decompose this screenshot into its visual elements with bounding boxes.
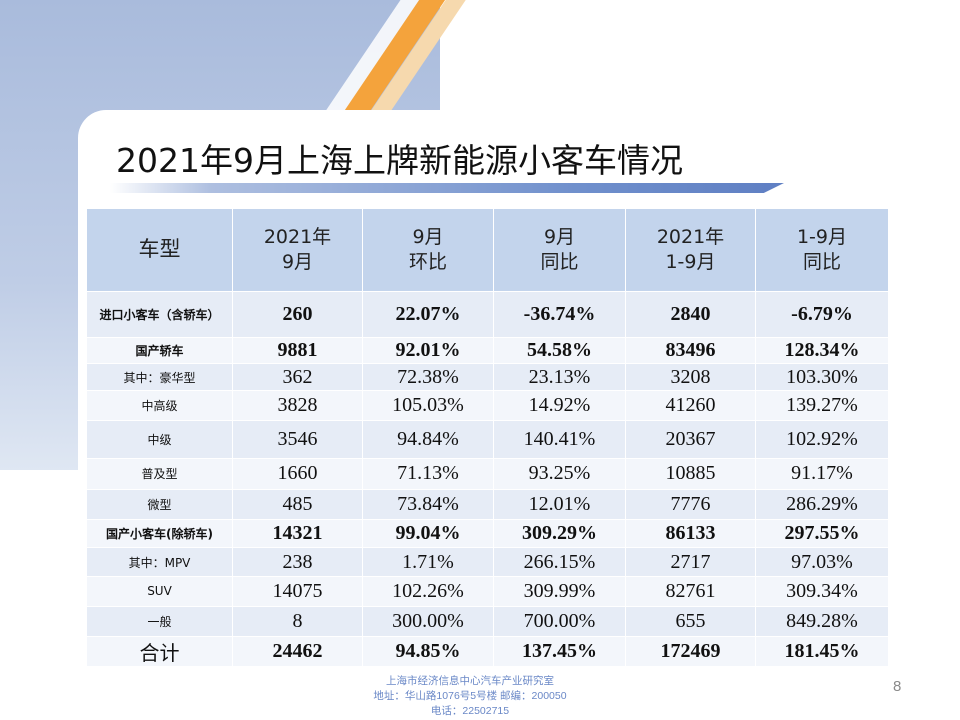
cell-value: 14075 — [232, 575, 363, 608]
cell-value: 83496 — [625, 336, 756, 364]
row-label: 国产轿车 — [86, 336, 233, 364]
header-2021-sep: 2021年 9月 — [232, 208, 363, 292]
cell-value: 12.01% — [493, 488, 626, 520]
cell-value: 139.27% — [755, 390, 889, 421]
cell-value: 3546 — [232, 419, 363, 460]
cell-value: 1.71% — [362, 547, 494, 577]
cell-value: 181.45% — [755, 635, 889, 667]
table-row: 中级 3546 94.84% 140.41% 20367 102.92% — [86, 419, 889, 460]
table-row: 普及型 1660 71.13% 93.25% 10885 91.17% — [86, 458, 889, 490]
cell-value: 94.84% — [362, 419, 494, 460]
cell-value: 7776 — [625, 488, 756, 520]
header-vehicle-type: 车型 — [86, 208, 233, 292]
cell-value: 24462 — [232, 635, 363, 667]
cell-value: 105.03% — [362, 390, 494, 421]
cell-value: 172469 — [625, 635, 756, 667]
row-label: SUV — [86, 575, 233, 608]
cell-value: 73.84% — [362, 488, 494, 520]
footer-address: 地址：华山路1076号5号楼 邮编：200050 — [373, 690, 567, 702]
row-label: 普及型 — [86, 458, 233, 490]
slide-title: 2021年9月上海上牌新能源小客车情况 — [116, 141, 683, 180]
cell-value: 99.04% — [362, 518, 494, 549]
cell-value: 2717 — [625, 547, 756, 577]
cell-value: 1660 — [232, 458, 363, 490]
header-sep-mom: 9月 环比 — [362, 208, 494, 292]
cell-value: 82761 — [625, 575, 756, 608]
cell-value: 22.07% — [362, 291, 494, 338]
registration-table: 车型 2021年 9月 9月 环比 9月 同比 2021年 1-9月 1-9月 同比 进口… — [86, 208, 889, 667]
cell-value: 23.13% — [493, 362, 626, 392]
cell-value: 102.92% — [755, 419, 889, 460]
cell-value: 297.55% — [755, 518, 889, 549]
table-row: 进口小客车（含轿车） 260 22.07% -36.74% 2840 -6.79… — [86, 291, 889, 338]
cell-value: 54.58% — [493, 336, 626, 364]
cell-value: 655 — [625, 606, 756, 637]
header-2021-jan-sep: 2021年 1-9月 — [625, 208, 756, 292]
footer-org: 上海市经济信息中心汽车产业研究室 — [386, 675, 554, 687]
row-label: 其中：MPV — [86, 547, 233, 577]
table-row: 国产轿车 9881 92.01% 54.58% 83496 128.34% — [86, 336, 889, 364]
table-row-total: 合计 24462 94.85% 137.45% 172469 181.45% — [86, 635, 889, 667]
cell-value: 700.00% — [493, 606, 626, 637]
table-row: 微型 485 73.84% 12.01% 7776 286.29% — [86, 488, 889, 520]
cell-value: 92.01% — [362, 336, 494, 364]
cell-value: 93.25% — [493, 458, 626, 490]
cell-value: 849.28% — [755, 606, 889, 637]
cell-value: 10885 — [625, 458, 756, 490]
cell-value: 260 — [232, 291, 363, 338]
cell-value: 137.45% — [493, 635, 626, 667]
cell-value: 266.15% — [493, 547, 626, 577]
cell-value: 102.26% — [362, 575, 494, 608]
cell-value: 362 — [232, 362, 363, 392]
table-row: SUV 14075 102.26% 309.99% 82761 309.34% — [86, 575, 889, 608]
row-label: 合计 — [86, 635, 233, 667]
row-label: 微型 — [86, 488, 233, 520]
row-label: 中级 — [86, 419, 233, 460]
cell-value: 71.13% — [362, 458, 494, 490]
cell-value: 91.17% — [755, 458, 889, 490]
cell-value: 97.03% — [755, 547, 889, 577]
cell-value: 309.34% — [755, 575, 889, 608]
table-row: 其中：豪华型 362 72.38% 23.13% 3208 103.30% — [86, 362, 889, 392]
header-sep-yoy: 9月 同比 — [493, 208, 626, 292]
cell-value: 86133 — [625, 518, 756, 549]
cell-value: 103.30% — [755, 362, 889, 392]
cell-value: 309.99% — [493, 575, 626, 608]
cell-value: 14321 — [232, 518, 363, 549]
title-underline-bar — [110, 183, 784, 193]
table-row: 一般 8 300.00% 700.00% 655 849.28% — [86, 606, 889, 637]
cell-value: 300.00% — [362, 606, 494, 637]
footer-contact: 上海市经济信息中心汽车产业研究室 地址：华山路1076号5号楼 邮编：20005… — [340, 674, 600, 719]
row-label: 国产小客车(除轿车) — [86, 518, 233, 549]
cell-value: 309.29% — [493, 518, 626, 549]
row-label: 中高级 — [86, 390, 233, 421]
cell-value: 485 — [232, 488, 363, 520]
cell-value: 72.38% — [362, 362, 494, 392]
table-row: 其中：MPV 238 1.71% 266.15% 2717 97.03% — [86, 547, 889, 577]
cell-value: 9881 — [232, 336, 363, 364]
cell-value: 3208 — [625, 362, 756, 392]
cell-value: 20367 — [625, 419, 756, 460]
cell-value: 128.34% — [755, 336, 889, 364]
header-jan-sep-yoy: 1-9月 同比 — [755, 208, 889, 292]
cell-value: 41260 — [625, 390, 756, 421]
cell-value: 140.41% — [493, 419, 626, 460]
row-label: 进口小客车（含轿车） — [86, 291, 233, 338]
cell-value: 8 — [232, 606, 363, 637]
cell-value: 94.85% — [362, 635, 494, 667]
cell-value: -6.79% — [755, 291, 889, 338]
page-number: 8 — [893, 678, 902, 695]
footer-phone: 电话：22502715 — [430, 705, 510, 717]
row-label: 一般 — [86, 606, 233, 637]
table-row: 中高级 3828 105.03% 14.92% 41260 139.27% — [86, 390, 889, 421]
cell-value: 286.29% — [755, 488, 889, 520]
table-header-row: 车型 2021年 9月 9月 环比 9月 同比 2021年 1-9月 1-9月 同比 — [86, 208, 889, 292]
cell-value: 238 — [232, 547, 363, 577]
cell-value: 14.92% — [493, 390, 626, 421]
cell-value: -36.74% — [493, 291, 626, 338]
cell-value: 3828 — [232, 390, 363, 421]
cell-value: 2840 — [625, 291, 756, 338]
table-row: 国产小客车(除轿车) 14321 99.04% 309.29% 86133 29… — [86, 518, 889, 549]
row-label: 其中：豪华型 — [86, 362, 233, 392]
